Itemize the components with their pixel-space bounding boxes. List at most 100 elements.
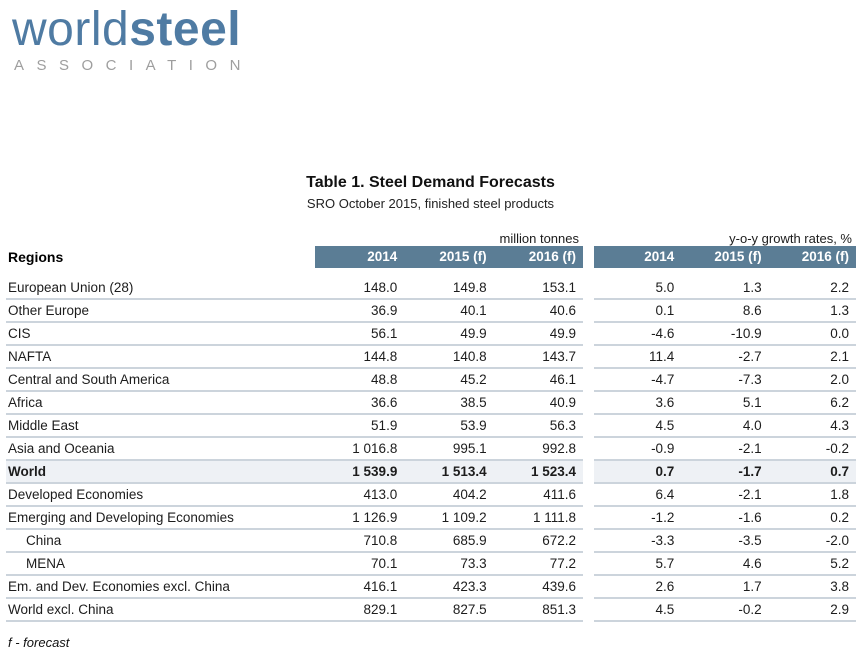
region-name: Em. and Dev. Economies excl. China bbox=[6, 576, 315, 599]
mt-values: 413.0 404.2 411.6 bbox=[315, 484, 583, 507]
mt-values: 148.0 149.8 153.1 bbox=[315, 277, 583, 300]
mt-2015f-value: 404.2 bbox=[452, 487, 487, 502]
yoy-values: 5.7 4.6 5.2 bbox=[594, 553, 856, 576]
yoy-2015f-value: -2.7 bbox=[738, 349, 762, 364]
regions-header: Regions bbox=[8, 249, 64, 265]
region-name: China bbox=[6, 530, 315, 553]
mt-header-bar: 2014 2015 (f) 2016 (f) bbox=[315, 246, 583, 268]
table-row: Asia and Oceania 1 016.8 995.1 992.8 -0.… bbox=[6, 438, 856, 461]
logo-word-steel: steel bbox=[129, 3, 242, 56]
yoy-values: -3.3 -3.5 -2.0 bbox=[594, 530, 856, 553]
mt-2015f-value: 149.8 bbox=[452, 280, 487, 295]
mt-2015f-value: 140.8 bbox=[452, 349, 487, 364]
yoy-2014-value: -4.7 bbox=[651, 372, 675, 387]
group-label-row: million tonnes y-o-y growth rates, % bbox=[6, 228, 856, 246]
mt-2016f-value: 56.3 bbox=[549, 418, 576, 433]
yoy-2016f-value: 2.1 bbox=[830, 349, 849, 364]
yoy-2016f-value: 2.2 bbox=[830, 280, 849, 295]
yoy-values: 3.6 5.1 6.2 bbox=[594, 392, 856, 415]
table-subtitle: SRO October 2015, finished steel product… bbox=[306, 196, 555, 211]
mt-2015f-value: 995.1 bbox=[452, 441, 487, 456]
mt-2014-value: 36.9 bbox=[371, 303, 398, 318]
yoy-values: 4.5 -0.2 2.9 bbox=[594, 599, 856, 622]
mt-2015f-value: 685.9 bbox=[452, 533, 487, 548]
table-row: Other Europe 36.9 40.1 40.6 0.1 8.6 1.3 bbox=[6, 300, 856, 323]
yoy-col-2015f: 2015 (f) bbox=[714, 249, 762, 264]
mt-2016f-value: 411.6 bbox=[543, 487, 576, 502]
mt-2014-value: 829.1 bbox=[363, 602, 398, 617]
yoy-2016f-value: 2.9 bbox=[830, 602, 849, 617]
yoy-2014-value: 6.4 bbox=[655, 487, 675, 502]
yoy-2015f-value: 1.7 bbox=[742, 579, 762, 594]
mt-2014-value: 710.8 bbox=[363, 533, 398, 548]
yoy-values: 0.1 8.6 1.3 bbox=[594, 300, 856, 323]
mt-2014-value: 413.0 bbox=[363, 487, 398, 502]
yoy-2015f-value: -3.5 bbox=[738, 533, 762, 548]
mt-2014-value: 48.8 bbox=[371, 372, 398, 387]
yoy-2015f-value: -1.7 bbox=[738, 464, 762, 479]
yoy-2014-value: 5.7 bbox=[655, 556, 675, 571]
yoy-2015f-value: -0.2 bbox=[738, 602, 762, 617]
table-row: MENA 70.1 73.3 77.2 5.7 4.6 5.2 bbox=[6, 553, 856, 576]
yoy-2016f-value: 4.3 bbox=[830, 418, 849, 433]
yoy-2016f-value: 0.0 bbox=[830, 326, 849, 341]
yoy-2016f-value: 1.3 bbox=[830, 303, 849, 318]
table-row: Developed Economies 413.0 404.2 411.6 6.… bbox=[6, 484, 856, 507]
yoy-2016f-value: 5.2 bbox=[830, 556, 849, 571]
steel-demand-table: million tonnes y-o-y growth rates, % Reg… bbox=[6, 228, 856, 650]
table-row: China 710.8 685.9 672.2 -3.3 -3.5 -2.0 bbox=[6, 530, 856, 553]
mt-2016f-value: 1 523.4 bbox=[530, 464, 576, 479]
mt-2014-value: 1 126.9 bbox=[352, 510, 398, 525]
yoy-values: -0.9 -2.1 -0.2 bbox=[594, 438, 856, 461]
mt-2014-value: 1 016.8 bbox=[352, 441, 398, 456]
mt-2014-value: 148.0 bbox=[363, 280, 398, 295]
mt-2014-value: 56.1 bbox=[371, 326, 398, 341]
region-name: European Union (28) bbox=[6, 277, 315, 300]
yoy-2016f-value: 0.7 bbox=[830, 464, 849, 479]
mt-2014-value: 70.1 bbox=[371, 556, 398, 571]
region-name: World bbox=[6, 461, 315, 484]
table-row: Middle East 51.9 53.9 56.3 4.5 4.0 4.3 bbox=[6, 415, 856, 438]
mt-2014-value: 51.9 bbox=[371, 418, 398, 433]
mt-2016f-value: 851.3 bbox=[542, 602, 576, 617]
yoy-2015f-value: -2.1 bbox=[738, 441, 762, 456]
yoy-values: 0.7 -1.7 0.7 bbox=[594, 461, 856, 484]
yoy-values: 2.6 1.7 3.8 bbox=[594, 576, 856, 599]
growth-rates-label: y-o-y growth rates, % bbox=[729, 231, 852, 246]
region-name: Asia and Oceania bbox=[6, 438, 315, 461]
mt-values: 1 539.9 1 513.4 1 523.4 bbox=[315, 461, 583, 484]
mt-2016f-value: 77.2 bbox=[549, 556, 576, 571]
logo-word-world: world bbox=[12, 3, 130, 56]
yoy-2016f-value: 0.2 bbox=[830, 510, 849, 525]
mt-values: 56.1 49.9 49.9 bbox=[315, 323, 583, 346]
mt-values: 710.8 685.9 672.2 bbox=[315, 530, 583, 553]
mt-values: 48.8 45.2 46.1 bbox=[315, 369, 583, 392]
mt-2014-value: 36.6 bbox=[371, 395, 398, 410]
region-name: World excl. China bbox=[6, 599, 315, 622]
yoy-values: 11.4 -2.7 2.1 bbox=[594, 346, 856, 369]
yoy-2014-value: 0.1 bbox=[655, 303, 675, 318]
yoy-values: 4.5 4.0 4.3 bbox=[594, 415, 856, 438]
yoy-2015f-value: 1.3 bbox=[742, 280, 762, 295]
region-name: Africa bbox=[6, 392, 315, 415]
yoy-2015f-value: -2.1 bbox=[738, 487, 762, 502]
yoy-values: -4.6 -10.9 0.0 bbox=[594, 323, 856, 346]
region-name: Emerging and Developing Economies bbox=[6, 507, 315, 530]
growth-rates-group: y-o-y growth rates, % bbox=[594, 231, 856, 246]
region-name: Central and South America bbox=[6, 369, 315, 392]
column-header-row: Regions 2014 2015 (f) 2016 (f) 2014 2015… bbox=[6, 246, 856, 268]
mt-2016f-value: 992.8 bbox=[542, 441, 576, 456]
forecast-footnote: f - forecast bbox=[8, 635, 70, 650]
million-tonnes-label: million tonnes bbox=[499, 231, 580, 246]
table-body: European Union (28) 148.0 149.8 153.1 5.… bbox=[6, 277, 856, 622]
yoy-2014-value: -0.9 bbox=[651, 441, 675, 456]
yoy-2016f-value: -2.0 bbox=[825, 533, 849, 548]
mt-2016f-value: 49.9 bbox=[549, 326, 576, 341]
mt-2016f-value: 1 111.8 bbox=[532, 510, 576, 525]
mt-2015f-value: 49.9 bbox=[460, 326, 487, 341]
yoy-2015f-value: -7.3 bbox=[738, 372, 762, 387]
mt-values: 36.9 40.1 40.6 bbox=[315, 300, 583, 323]
logo-association-text: ASSOCIATION bbox=[14, 57, 253, 74]
yoy-2014-value: -1.2 bbox=[651, 510, 675, 525]
table-row: CIS 56.1 49.9 49.9 -4.6 -10.9 0.0 bbox=[6, 323, 856, 346]
